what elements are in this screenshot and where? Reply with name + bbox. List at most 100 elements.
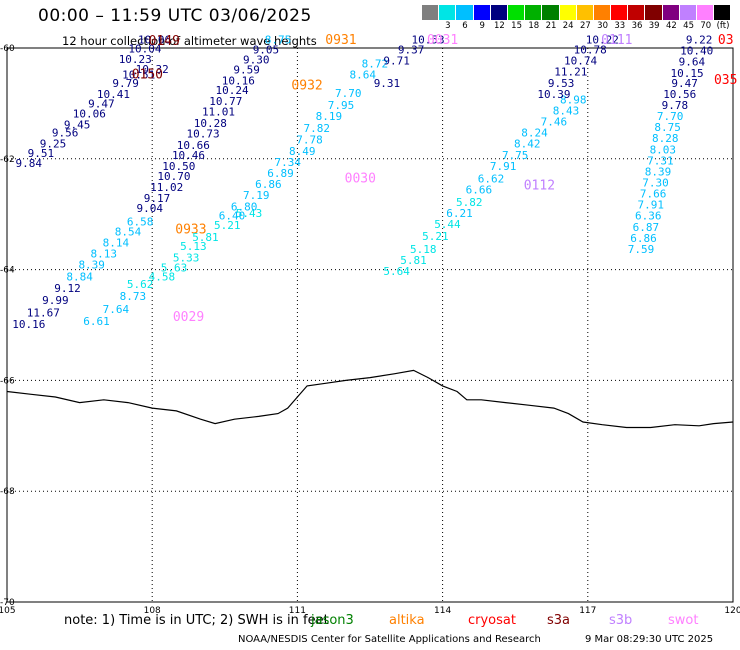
swh-value-label: 8.54 (115, 225, 142, 238)
colorbar-swatch (697, 5, 715, 20)
swh-value-label: 10.66 (177, 139, 210, 152)
swh-value-label: 6.80 (231, 200, 258, 213)
pass-time-label: 0932 (291, 79, 322, 94)
map-frame (6, 47, 734, 603)
swh-value-label: 8.28 (652, 132, 679, 145)
legend-item-s3a: s3a (547, 613, 571, 628)
colorbar-swatch (662, 5, 680, 20)
swh-value-label: 10.53 (412, 34, 445, 47)
swh-value-label: 11.02 (150, 181, 183, 194)
swh-value-label: 9.64 (679, 56, 706, 69)
swh-value-label: 9.56 (52, 127, 79, 140)
swh-value-label: 9.84 (16, 157, 43, 170)
lon-tick-label: 117 (579, 606, 596, 616)
swh-value-label: 10.15 (670, 67, 703, 80)
lon-tick-label: 111 (289, 606, 306, 616)
swh-value-label: 7.46 (541, 116, 568, 129)
lat-tick-label: -70 (0, 598, 15, 608)
colorbar-tick-label: 15 (511, 21, 523, 31)
colorbar-tick-label: 70 (700, 21, 712, 31)
swh-value-label: 7.59 (628, 243, 655, 256)
pass-time-label: 0931 (325, 33, 356, 48)
lon-tick-label: 114 (434, 606, 451, 616)
swh-value-label: 10.04 (128, 42, 161, 55)
swh-value-label: 6.86 (255, 178, 282, 191)
swh-value-label: 8.98 (560, 93, 587, 106)
colorbar-tick-label: 6 (462, 21, 468, 31)
coastline (6, 369, 734, 429)
swh-value-label: 5.82 (456, 196, 483, 209)
swh-value-label: 6.21 (446, 207, 473, 220)
colorbar-swatch (422, 5, 440, 20)
swh-value-label: 9.22 (686, 34, 713, 47)
colorbar-swatch (714, 5, 732, 20)
swh-value-label: 10.32 (136, 63, 169, 76)
swh-value-label: 10.50 (162, 160, 195, 173)
swh-value-label: 5.33 (173, 251, 200, 264)
swh-value-label: 8.72 (362, 57, 389, 70)
swh-value-label: 6.36 (635, 210, 662, 223)
colorbar-tick-label: 21 (545, 21, 557, 31)
swh-value-label: 5.13 (180, 240, 207, 253)
colorbar-tick-label: 39 (648, 21, 660, 31)
swh-value-label: 9.79 (112, 77, 139, 90)
swh-value-label: 5.21 (422, 230, 449, 243)
lat-tick-label: -68 (0, 487, 15, 497)
swh-value-label: 6.58 (127, 215, 154, 228)
swh-value-label: 9.53 (548, 77, 575, 90)
swh-value-label: 10.51 (122, 68, 155, 81)
swh-value-label: 6.89 (267, 167, 294, 180)
pass-time-label: 0933 (175, 223, 206, 238)
lat-tick-label: -64 (0, 266, 15, 276)
colorbar-swatch (507, 5, 526, 20)
swh-value-label: 10.74 (564, 55, 597, 68)
swh-value-label: 6.87 (633, 221, 660, 234)
footer-note: note: 1) Time is in UTC; 2) SWH is in fe… (64, 613, 329, 628)
swh-value-label: 9.12 (54, 282, 81, 295)
swh-value-label: 8.39 (645, 165, 672, 178)
swh-value-label: 10.70 (157, 170, 190, 183)
swh-value-label: 7.75 (502, 149, 529, 162)
swh-value-label: 7.78 (296, 133, 323, 146)
swh-value-label: 8.13 (91, 247, 118, 260)
colorbar-tick-label: 3 (445, 21, 451, 31)
credit-text: NOAA/NESDIS Center for Satellite Applica… (238, 634, 541, 645)
pass-time-label: 0030 (345, 172, 376, 187)
colorbar-swatch (525, 5, 543, 20)
colorbar-swatch (456, 5, 474, 20)
swh-value-label: 8.49 (289, 145, 316, 158)
colorbar-swatch (473, 5, 491, 20)
swh-value-label: 10.56 (663, 88, 696, 101)
swh-value-label: 8.64 (349, 68, 376, 81)
swh-value-label: 7.95 (328, 99, 355, 112)
swh-value-label: 9.30 (243, 54, 270, 67)
colorbar-swatch (439, 5, 457, 20)
colorbar-labels: 3 6 9 12 15 18 21 24 27 30 33 36 39 42 45 70 (ft) (422, 21, 740, 33)
swh-value-label: 9.47 (671, 77, 698, 90)
legend-item-s3b: s3b (609, 613, 633, 628)
lon-tick-label: 120 (724, 606, 740, 616)
lat-tick-label: -66 (0, 376, 15, 386)
swh-value-label: 9.51 (28, 147, 55, 160)
colorbar-swatch (490, 5, 508, 20)
swh-value-label: 8.75 (654, 121, 681, 134)
swh-value-label: 10.24 (215, 84, 248, 97)
swh-value-label: 9.37 (398, 44, 425, 57)
swh-value-label: 7.64 (103, 303, 130, 316)
swh-value-label: 7.66 (640, 188, 667, 201)
swh-value-label: 7.70 (335, 87, 362, 100)
pass-time-label: 0031 (427, 33, 458, 48)
colorbar-tick-label: 18 (528, 21, 540, 31)
colorbar-tick-label: 9 (479, 21, 485, 31)
legend-item-altika: altika (389, 613, 425, 628)
swh-value-label: 7.31 (647, 154, 674, 167)
legend-item-cryosat: cryosat (468, 613, 516, 628)
swh-value-label: 8.19 (316, 110, 343, 123)
colorbar-tick-label: 12 (493, 21, 505, 31)
swh-value-label: 6.86 (630, 232, 657, 245)
colorbar-swatch (559, 5, 577, 20)
lon-tick-label: 105 (0, 606, 16, 616)
colorbar-tick-label: 36 (631, 21, 643, 31)
swh-value-label: 11.67 (27, 307, 60, 320)
